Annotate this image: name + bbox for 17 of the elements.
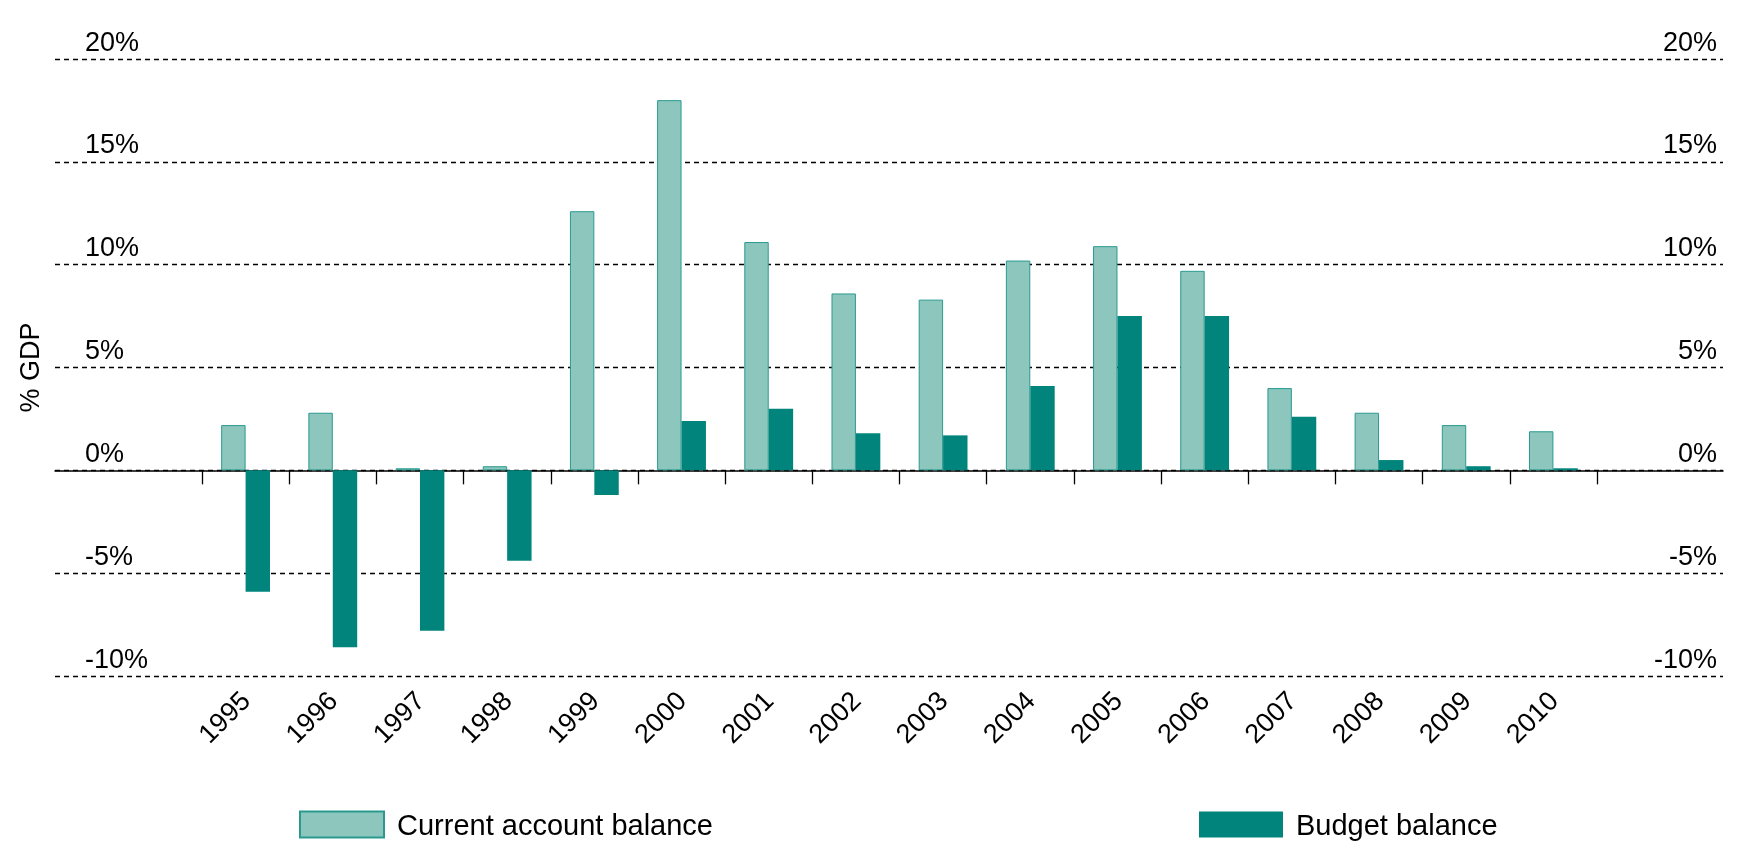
y-tick-label: 0% — [85, 437, 125, 468]
y2-tick-label: 20% — [1662, 26, 1717, 57]
y-tick-label: 20% — [85, 26, 140, 57]
legend-label: Current account balance — [397, 808, 713, 841]
y-tick-label: 5% — [85, 335, 125, 365]
y-tick-label: 10% — [85, 232, 140, 263]
y2-tick-label: 0% — [1677, 437, 1717, 468]
y2-tick-label: -10% — [1653, 643, 1717, 674]
legend-label: Budget balance — [1296, 808, 1498, 841]
y2-tick-label: 15% — [1662, 129, 1717, 160]
y-tick-label: -10% — [85, 643, 149, 674]
y-tick-label: 15% — [85, 129, 140, 160]
y2-tick-label: 10% — [1662, 232, 1717, 263]
y2-tick-label: 5% — [1677, 335, 1717, 365]
y-axis-title: % GDP — [14, 322, 45, 413]
y2-tick-label: -5% — [1668, 540, 1717, 571]
y-tick-label: -5% — [85, 540, 134, 571]
